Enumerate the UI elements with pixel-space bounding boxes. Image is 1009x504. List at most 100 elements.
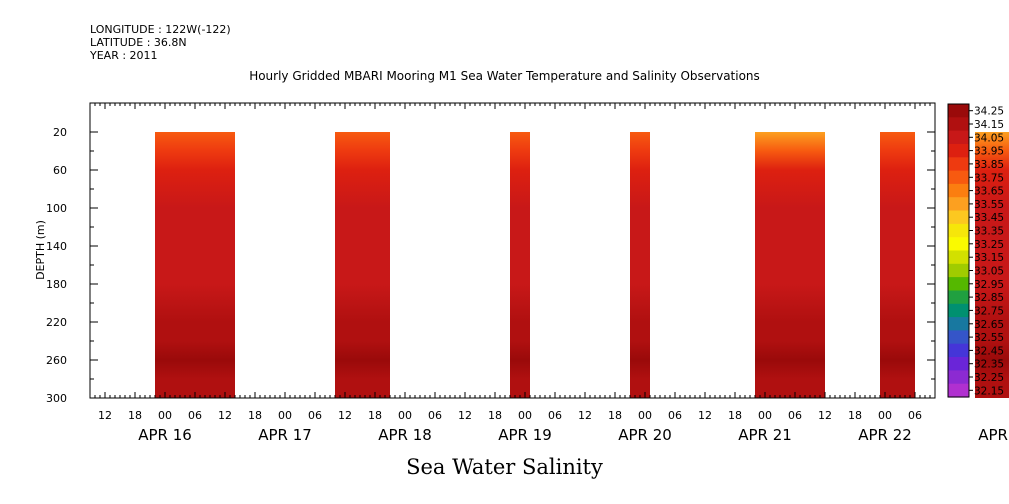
x-hour-labels: 12 18 00 06 12 18 00 06 12 18 00 06 12 18 00 06 12 18 00 06… (98, 409, 922, 422)
colorbar-label: 32.85 (974, 292, 1004, 304)
data-blocks (155, 132, 1009, 398)
colorbar-swatch (948, 263, 969, 278)
x-hour-label: 06 (428, 409, 442, 422)
colorbar-label: 33.85 (974, 159, 1004, 171)
colorbar-label: 32.15 (974, 385, 1004, 397)
x-hour-label: 06 (788, 409, 802, 422)
y-tick-label: 20 (53, 126, 67, 139)
colorbar-label: 33.35 (974, 226, 1004, 238)
colorbar-swatch (948, 237, 969, 252)
salinity-block (975, 132, 1009, 398)
x-hour-label: 18 (728, 409, 742, 422)
x-hour-label: 00 (638, 409, 652, 422)
colorbar-swatch (948, 330, 969, 345)
colorbar-swatch (948, 277, 969, 291)
axis-ticks (89, 103, 936, 399)
x-date-label: APR 21 (738, 426, 792, 444)
x-hour-label: 00 (518, 409, 532, 422)
salinity-block (880, 132, 915, 398)
x-hour-label: 06 (548, 409, 562, 422)
variable-label: Sea Water Salinity (406, 455, 603, 479)
colorbar-swatch (948, 317, 969, 331)
y-tick-label: 180 (46, 278, 67, 291)
colorbar-label: 32.25 (974, 372, 1004, 384)
y-axis-label: DEPTH (m) (34, 220, 47, 280)
x-hour-label: 18 (848, 409, 862, 422)
x-hour-label: 00 (758, 409, 772, 422)
colorbar-swatch (948, 104, 969, 118)
x-date-label: APR 17 (258, 426, 312, 444)
colorbar-label: 32.65 (974, 319, 1004, 331)
salinity-block (630, 132, 650, 398)
colorbar-label: 33.05 (974, 266, 1004, 278)
colorbar-label: 33.55 (974, 199, 1004, 211)
x-date-label: APR 23 (978, 426, 1009, 444)
salinity-block (510, 132, 530, 398)
colorbar-swatch (948, 197, 969, 212)
latitude-label: LATITUDE : 36.8N (90, 36, 187, 49)
x-hour-label: 18 (368, 409, 382, 422)
colorbar-label: 32.95 (974, 279, 1004, 291)
x-hour-label: 12 (458, 409, 472, 422)
x-date-label: APR 20 (618, 426, 672, 444)
salinity-block (155, 132, 235, 398)
x-hour-label: 18 (128, 409, 142, 422)
colorbar-swatch (948, 130, 969, 145)
colorbar-swatch (948, 210, 969, 225)
y-tick-label: 300 (46, 392, 67, 405)
y-tick-label: 60 (53, 164, 67, 177)
colorbar-swatch (948, 250, 969, 265)
x-hour-label: 12 (218, 409, 232, 422)
colorbar-label: 33.65 (974, 186, 1004, 198)
colorbar-swatch (948, 357, 969, 371)
x-hour-label: 06 (308, 409, 322, 422)
colorbar-swatch (948, 343, 969, 358)
colorbar-swatch (948, 170, 969, 185)
colorbar-label: 33.75 (974, 172, 1004, 184)
colorbar-label: 32.45 (974, 345, 1004, 357)
colorbar-label: 34.05 (974, 132, 1004, 144)
x-hour-label: 00 (278, 409, 292, 422)
x-hour-label: 12 (98, 409, 112, 422)
x-date-label: APR 19 (498, 426, 552, 444)
colorbar-swatch (948, 370, 969, 385)
y-tick-label: 220 (46, 316, 67, 329)
salinity-block (335, 132, 390, 398)
x-date-label: APR 16 (138, 426, 192, 444)
colorbar-label: 32.75 (974, 305, 1004, 317)
colorbar-swatch (948, 157, 969, 172)
x-hour-label: 18 (248, 409, 262, 422)
x-hour-label: 00 (878, 409, 892, 422)
colorbar-swatch (948, 383, 969, 398)
colorbar-label: 33.15 (974, 252, 1004, 264)
y-tick-label: 100 (46, 202, 67, 215)
x-hour-label: 12 (698, 409, 712, 422)
x-hour-label: 12 (578, 409, 592, 422)
x-hour-label: 18 (608, 409, 622, 422)
x-hour-label: 12 (338, 409, 352, 422)
colorbar-label: 34.25 (974, 106, 1004, 118)
x-hour-label: 00 (398, 409, 412, 422)
longitude-label: LONGITUDE : 122W(-122) (90, 23, 231, 36)
y-tick-label: 260 (46, 354, 67, 367)
colorbar-label: 32.55 (974, 332, 1004, 344)
colorbar-swatch (948, 117, 969, 132)
x-hour-label: 18 (488, 409, 502, 422)
x-hour-label: 06 (668, 409, 682, 422)
colorbar-label: 33.95 (974, 146, 1004, 158)
year-label: YEAR : 2011 (90, 49, 158, 62)
x-hour-label: 06 (188, 409, 202, 422)
y-tick-labels: 20 60 100 140 180 220 260 300 (46, 126, 67, 405)
colorbar (947, 103, 973, 398)
plot-frame (89, 102, 936, 399)
colorbar-swatch (948, 223, 969, 238)
colorbar-swatch (948, 290, 969, 305)
colorbar-label: 32.35 (974, 359, 1004, 371)
x-date-label: APR 18 (378, 426, 432, 444)
colorbar-label: 33.45 (974, 212, 1004, 224)
y-tick-label: 140 (46, 240, 67, 253)
colorbar-frame (947, 103, 970, 398)
x-hour-label: 06 (908, 409, 922, 422)
x-date-labels: APR 16 APR 17 APR 18 APR 19 APR 20 APR 21 APR … (138, 426, 1009, 444)
